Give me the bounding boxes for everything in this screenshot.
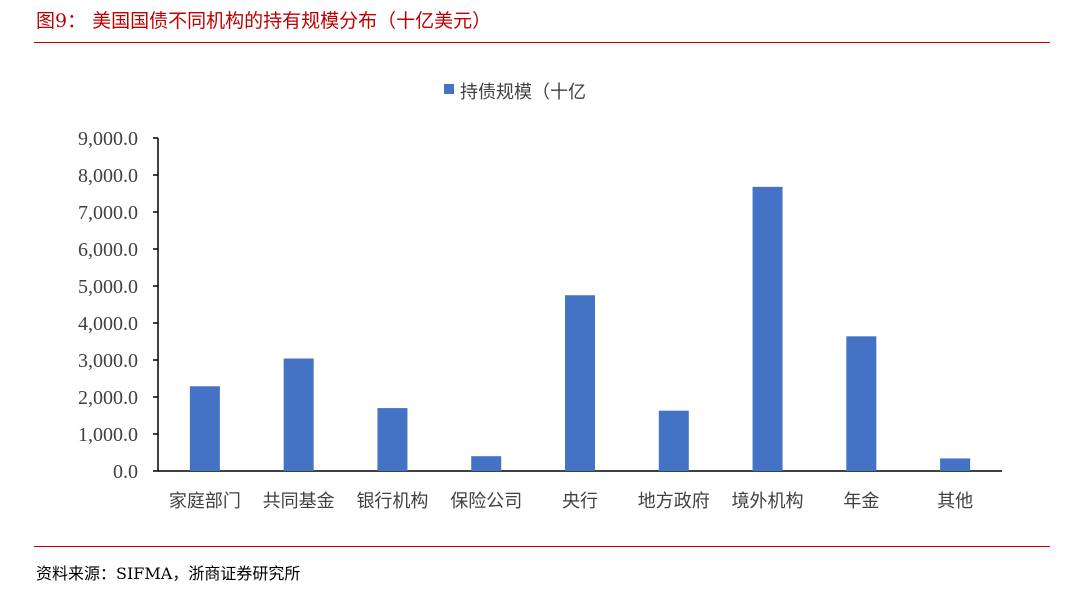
bar-其他 [940,458,971,471]
figure-title: 图9： 美国国债不同机构的持有规模分布（十亿美元） [36,10,492,32]
y-tick-label: 8,000.0 [78,165,138,187]
bar-家庭部门 [189,386,220,471]
x-category-label: 央行 [562,491,598,512]
x-category-label: 年金 [843,491,879,512]
y-tick-label: 4,000.0 [78,313,138,335]
x-category-label: 保险公司 [450,491,522,512]
source-note: 资料来源：SIFMA，浙商证券研究所 [36,564,301,583]
legend-swatch [444,84,454,94]
y-tick-label: 0.0 [113,461,138,483]
x-category-label: 地方政府 [638,491,710,512]
bar-共同基金 [283,358,314,471]
bar-境外机构 [752,186,783,471]
y-tick-label: 5,000.0 [78,276,138,298]
legend-label: 持债规模（十亿 [460,82,586,103]
bar-年金 [846,336,877,471]
y-tick-label: 2,000.0 [78,387,138,409]
footer-divider [34,546,1050,547]
y-tick-label: 6,000.0 [78,239,138,261]
y-tick-label: 1,000.0 [78,424,138,446]
x-category-label: 境外机构 [732,491,804,512]
x-category-label: 其他 [937,491,973,512]
x-category-label: 家庭部门 [169,491,241,512]
bar-保险公司 [471,456,502,471]
bar-央行 [565,295,595,471]
x-category-label: 银行机构 [356,491,428,512]
title-divider [34,42,1050,43]
y-tick-label: 3,000.0 [78,350,138,372]
y-tick-label: 9,000.0 [78,128,138,150]
bar-银行机构 [377,408,408,471]
bar-地方政府 [658,410,689,471]
x-category-label: 共同基金 [263,491,335,512]
y-tick-label: 7,000.0 [78,202,138,224]
